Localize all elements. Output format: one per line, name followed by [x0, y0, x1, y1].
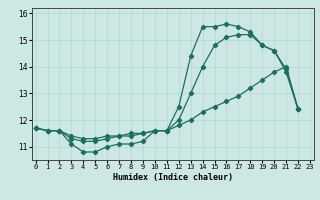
X-axis label: Humidex (Indice chaleur): Humidex (Indice chaleur) [113, 173, 233, 182]
